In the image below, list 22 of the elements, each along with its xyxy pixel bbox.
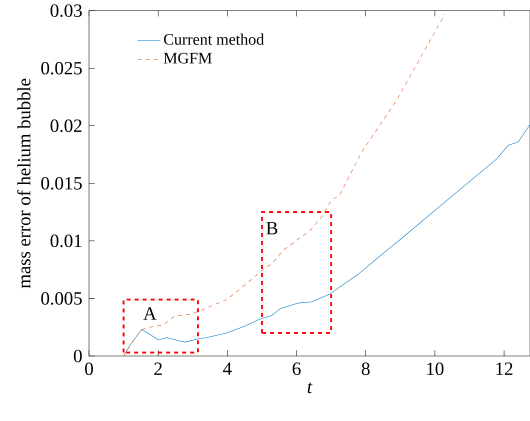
line-series (123, 14, 446, 356)
y-tick-label: 0.025 (41, 62, 82, 75)
y-tick-label: 0.015 (41, 176, 82, 190)
x-tick-label: 8 (362, 362, 370, 376)
legend-label: Current method (164, 34, 264, 45)
x-axis-title: t (308, 382, 312, 394)
annotation: B (266, 222, 278, 234)
annotation: A (143, 307, 156, 320)
legend-label: MGFM (164, 52, 212, 64)
x-tick-label: 0 (85, 362, 93, 376)
y-axis-title: mass error of helium bubble (17, 78, 30, 288)
y-tick-label: 0 (74, 350, 82, 362)
x-tick-label: 6 (292, 362, 301, 376)
line-series (123, 124, 530, 356)
x-tick-label: 2 (154, 362, 162, 375)
y-tick-label: 0.01 (50, 234, 82, 248)
x-tick-label: 12 (496, 362, 512, 375)
y-tick-label: 0.02 (50, 119, 82, 132)
y-tick-label: 0.03 (50, 4, 82, 18)
y-tick-label: 0.005 (41, 292, 82, 305)
x-tick-label: 4 (223, 362, 232, 375)
x-tick-label: 10 (427, 362, 444, 376)
